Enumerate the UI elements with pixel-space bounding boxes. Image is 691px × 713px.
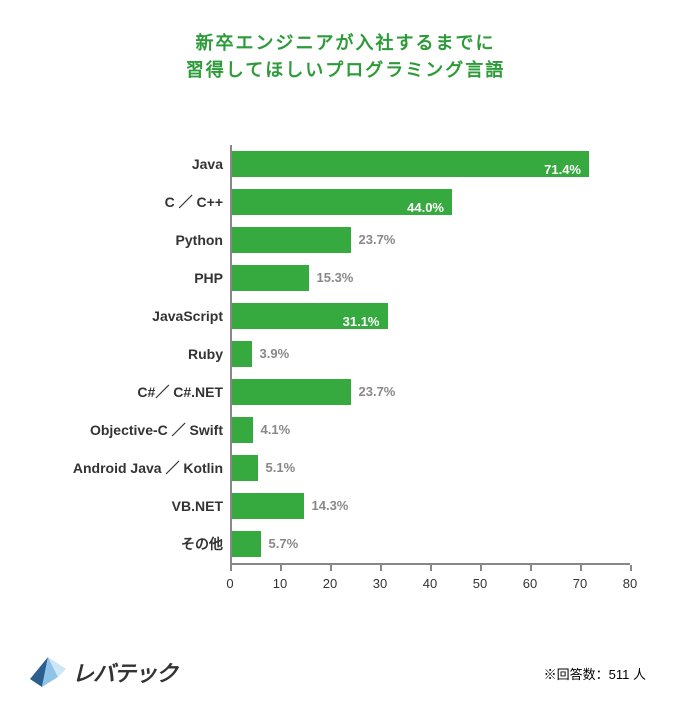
x-tick-label: 50 xyxy=(473,576,487,591)
x-tick xyxy=(280,565,282,571)
category-label: Ruby xyxy=(55,335,223,373)
bar xyxy=(232,341,252,367)
bar xyxy=(232,227,351,253)
x-tick xyxy=(630,565,632,571)
bar xyxy=(232,531,261,557)
value-label: 44.0% xyxy=(407,195,444,221)
value-label: 5.7% xyxy=(269,531,299,557)
x-tick-label: 20 xyxy=(323,576,337,591)
category-label: C#／ C#.NET xyxy=(55,373,223,411)
logo-text: レバテック xyxy=(72,656,177,688)
x-tick xyxy=(580,565,582,571)
x-tick xyxy=(430,565,432,571)
x-tick-label: 30 xyxy=(373,576,387,591)
x-tick xyxy=(230,565,232,571)
x-tick xyxy=(380,565,382,571)
x-tick xyxy=(530,565,532,571)
category-label: JavaScript xyxy=(55,297,223,335)
bar xyxy=(232,265,309,291)
bar xyxy=(232,493,304,519)
category-label: Python xyxy=(55,221,223,259)
bar-row: PHP15.3% xyxy=(230,259,630,297)
logo: レバテック xyxy=(30,656,177,688)
value-label: 31.1% xyxy=(343,309,380,335)
bar-row: Objective-C ／ Swift4.1% xyxy=(230,411,630,449)
title-line2: 習得してほしいプログラミング言語 xyxy=(0,57,691,84)
bar-row: C ／ C++44.0% xyxy=(230,183,630,221)
value-label: 23.7% xyxy=(359,379,396,405)
bar xyxy=(232,379,351,405)
bar-row: Java71.4% xyxy=(230,145,630,183)
x-tick-label: 40 xyxy=(423,576,437,591)
bar-row: C#／ C#.NET23.7% xyxy=(230,373,630,411)
category-label: Android Java ／ Kotlin xyxy=(55,449,223,487)
bar-row: Android Java ／ Kotlin5.1% xyxy=(230,449,630,487)
x-tick xyxy=(330,565,332,571)
bar xyxy=(232,417,253,443)
category-label: VB.NET xyxy=(55,487,223,525)
bar-row: その他5.7% xyxy=(230,525,630,563)
chart-area: 0 10 20 30 40 50 60 70 80 Java71.4%C ／ C++44.0%Py… xyxy=(60,145,650,595)
bar: 44.0% xyxy=(232,189,452,215)
x-tick-label: 80 xyxy=(623,576,637,591)
chart-plot: 01020304050607080Java71.4%C ／ C++44.0%Py… xyxy=(230,145,630,565)
x-tick-label: 10 xyxy=(273,576,287,591)
bar xyxy=(232,455,258,481)
x-tick-label: 60 xyxy=(523,576,537,591)
x-tick-label: 0 xyxy=(226,576,233,591)
chart-title: 新卒エンジニアが入社するまでに 習得してほしいプログラミング言語 xyxy=(0,30,691,84)
category-label: C ／ C++ xyxy=(55,183,223,221)
bar-row: Python23.7% xyxy=(230,221,630,259)
bar: 71.4% xyxy=(232,151,589,177)
category-label: PHP xyxy=(55,259,223,297)
category-label: Objective-C ／ Swift xyxy=(55,411,223,449)
bar-row: VB.NET14.3% xyxy=(230,487,630,525)
bar-row: JavaScript31.1% xyxy=(230,297,630,335)
category-label: Java xyxy=(55,145,223,183)
value-label: 14.3% xyxy=(312,493,349,519)
x-tick-label: 70 xyxy=(573,576,587,591)
footer-note: ※回答数：511 人 xyxy=(544,664,646,683)
title-line1: 新卒エンジニアが入社するまでに xyxy=(0,30,691,57)
bar-row: Ruby3.9% xyxy=(230,335,630,373)
value-label: 5.1% xyxy=(266,455,296,481)
value-label: 71.4% xyxy=(544,157,581,183)
bar: 31.1% xyxy=(232,303,388,329)
x-tick xyxy=(480,565,482,571)
value-label: 23.7% xyxy=(359,227,396,253)
category-label: その他 xyxy=(55,525,223,563)
value-label: 15.3% xyxy=(317,265,354,291)
value-label: 3.9% xyxy=(260,341,290,367)
value-label: 4.1% xyxy=(261,417,291,443)
